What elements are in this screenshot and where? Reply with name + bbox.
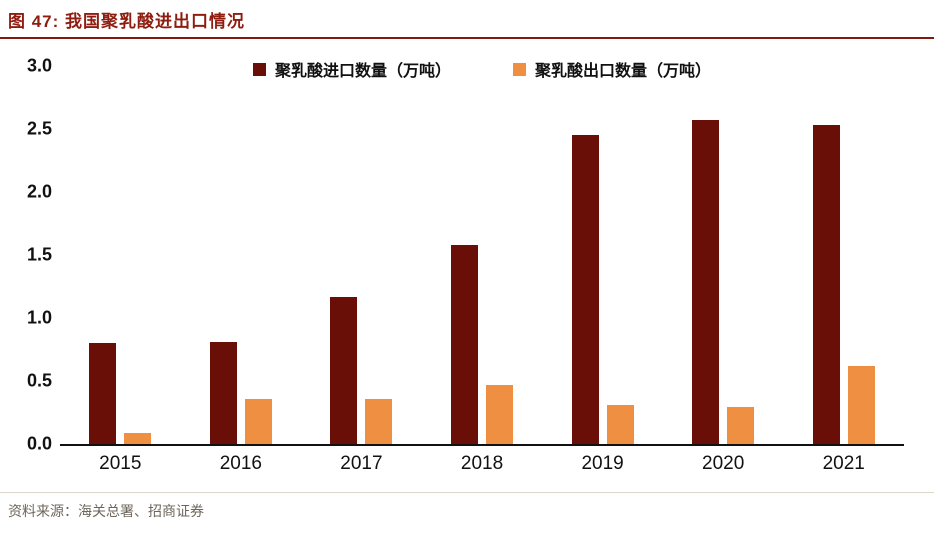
y-axis: 3.0 2.5 2.0 1.5 1.0 0.5 0.0 [14,56,60,454]
legend-item: 聚乳酸出口数量（万吨） [513,57,711,81]
x-axis: 2015 2016 2017 2018 2019 2020 2021 [60,453,904,475]
bar [486,384,514,444]
bar-group [60,66,181,444]
bar [89,343,117,444]
bar [727,407,755,444]
chart-body: 3.0 2.5 2.0 1.5 1.0 0.5 0.0 聚乳酸进口数量（万吨） 聚乳酸出口数量… [14,56,904,475]
y-tick-label: 2.0 [26,181,52,202]
x-tick-label: 2020 [702,453,745,474]
x-tick-label: 2019 [581,453,624,474]
bar-group [181,66,302,444]
bar [451,244,479,444]
bar [606,404,634,444]
legend-label: 聚乳酸出口数量（万吨） [535,63,712,80]
y-tick-label: 2.5 [26,118,52,139]
bar-group [542,66,663,444]
legend-swatch-icon [513,62,526,76]
source-note: 资料来源：海关总署、招商证券 [0,492,934,533]
legend-item: 聚乳酸进口数量（万吨） [252,57,451,81]
y-tick-label: 1.0 [26,307,52,328]
bar-group [663,66,784,444]
bar [209,341,237,444]
figure-header: 图 47: 我国聚乳酸进出口情况 [0,0,934,39]
bar-chart: 3.0 2.5 2.0 1.5 1.0 0.5 0.0 聚乳酸进口数量（万吨） 聚乳酸出口数量… [14,56,904,475]
bar [124,432,152,444]
y-tick-label: 1.5 [26,244,52,265]
bar [847,365,875,444]
bar [812,125,840,444]
plot-area [60,66,904,446]
bar [330,296,358,444]
y-tick-label: 3.0 [26,55,52,76]
bar-group [783,66,904,444]
figure-title: 图 47: 我国聚乳酸进出口情况 [8,12,246,31]
x-tick-label: 2017 [340,453,383,474]
bar-group [422,66,543,444]
bar [244,398,272,444]
y-tick-label: 0.5 [26,370,52,391]
legend-swatch-icon [252,62,266,76]
plot-wrap: 聚乳酸进口数量（万吨） 聚乳酸出口数量（万吨） 2015 2016 2017 2018 2… [60,62,904,475]
x-tick-label: 2015 [99,453,142,474]
bar-group [301,66,422,444]
x-tick-label: 2016 [219,453,262,474]
legend-label: 聚乳酸进口数量（万吨） [274,63,451,80]
bar [365,398,393,444]
x-tick-label: 2018 [460,453,504,474]
chart-legend: 聚乳酸进口数量（万吨） 聚乳酸出口数量（万吨） [60,57,904,81]
y-tick-label: 0.0 [26,433,52,454]
bar [692,120,720,444]
bar [571,135,599,444]
x-tick-label: 2021 [822,453,865,474]
